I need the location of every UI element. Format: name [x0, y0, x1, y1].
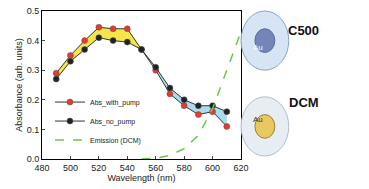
svg-text:520: 520	[91, 163, 106, 173]
svg-text:0.5: 0.5	[27, 6, 40, 16]
svg-text:480: 480	[34, 163, 49, 173]
svg-text:Emission (DCM): Emission (DCM)	[90, 137, 141, 145]
svg-text:Abs_with_pump: Abs_with_pump	[90, 99, 140, 107]
svg-text:DCM: DCM	[289, 95, 319, 110]
svg-text:0.2: 0.2	[27, 95, 40, 105]
svg-text:Absorbance (arb. units): Absorbance (arb. units)	[14, 38, 24, 132]
svg-text:Au: Au	[253, 43, 263, 52]
svg-text:0.1: 0.1	[27, 125, 40, 135]
svg-text:0.3: 0.3	[27, 65, 40, 75]
svg-text:600: 600	[205, 163, 220, 173]
svg-text:620: 620	[233, 163, 248, 173]
svg-text:0.0: 0.0	[27, 154, 40, 164]
svg-text:Au: Au	[253, 115, 263, 124]
svg-text:0.4: 0.4	[27, 36, 40, 46]
svg-text:580: 580	[177, 163, 192, 173]
svg-text:500: 500	[63, 163, 78, 173]
svg-text:540: 540	[120, 163, 135, 173]
svg-text:Wavelength (nm): Wavelength (nm)	[107, 173, 175, 183]
svg-text:Abs_no_pump: Abs_no_pump	[90, 118, 135, 126]
svg-text:560: 560	[148, 163, 163, 173]
svg-text:C500: C500	[288, 23, 319, 38]
